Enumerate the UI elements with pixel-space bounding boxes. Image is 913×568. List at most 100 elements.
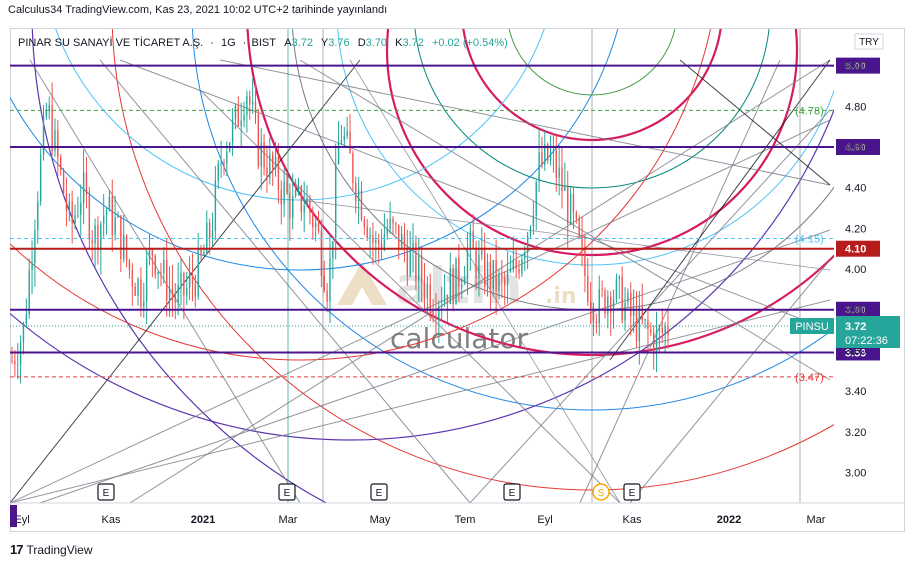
candle-body [398, 224, 400, 249]
candle-body [452, 268, 454, 305]
candle-body [615, 278, 618, 300]
candle-body [461, 284, 463, 287]
candle-body [214, 180, 217, 231]
candle-body [638, 306, 641, 342]
fan-line [129, 59, 831, 503]
candle-body [180, 273, 182, 285]
candle-body [157, 271, 159, 275]
candle-body [340, 140, 343, 144]
candle-body [25, 314, 28, 324]
candle-body [77, 214, 79, 216]
candle-body [409, 249, 411, 276]
legend-o-value: 3.72 [292, 37, 313, 49]
candle-body [294, 189, 297, 196]
candle-body [521, 259, 523, 274]
candle-body [151, 249, 154, 256]
fan-line [29, 59, 301, 503]
candle-body [45, 110, 48, 117]
candle-body [271, 154, 274, 169]
candle-body [277, 156, 280, 190]
fan-line [39, 229, 831, 503]
candle-body [455, 257, 457, 305]
candle-body [54, 129, 56, 151]
candle-body [435, 316, 437, 320]
candle-body [489, 261, 492, 289]
candle-body [389, 218, 391, 229]
countdown-label: 07:22:36 [845, 335, 888, 347]
candle-body [171, 288, 174, 296]
candle-body [263, 142, 265, 168]
candle-body [377, 239, 380, 245]
candle-body [68, 201, 70, 211]
candle-body [257, 113, 260, 167]
legend-l-value: 3.70 [366, 37, 387, 49]
candle-body [541, 152, 543, 165]
candle-body [289, 192, 291, 219]
candle-body [561, 167, 563, 191]
candle-body [100, 223, 102, 251]
candle-body [426, 284, 429, 299]
candle-body [392, 218, 394, 224]
candle-body [217, 164, 219, 181]
last-price-label: 3.72 [845, 321, 866, 333]
candle-body [337, 143, 340, 165]
candle-body [82, 172, 85, 204]
legend-c-label: K [395, 37, 403, 49]
earnings-marker-icon [503, 483, 521, 501]
gann-fan-lines [10, 29, 831, 503]
candle-body [226, 151, 228, 164]
candle-body [191, 274, 194, 284]
candle-body [168, 288, 171, 301]
candle-body [635, 308, 638, 342]
candle-body [14, 361, 16, 365]
candle-body [641, 306, 643, 321]
level-annotation: (4.15) [795, 234, 824, 246]
candle-body [114, 217, 116, 235]
candle-body [286, 181, 288, 193]
candle-body [546, 144, 549, 161]
candle-body [443, 294, 446, 305]
candle-body [504, 278, 506, 286]
legend-change: +0.02 (+0.54%) [432, 37, 508, 49]
candle-body [323, 275, 325, 291]
candle-body [512, 260, 515, 270]
candle-body [592, 307, 595, 322]
y-tick-label: 4.60 [845, 142, 866, 154]
fan-line [469, 109, 831, 503]
legend-h-label: Y [321, 37, 329, 49]
currency-badge[interactable] [854, 33, 884, 50]
candle-body [509, 269, 512, 272]
candle-body [440, 304, 443, 307]
level-price-tag [836, 344, 880, 361]
candle-body [329, 258, 331, 302]
candle-body [667, 326, 669, 336]
candle-body [65, 194, 68, 211]
candle-body [131, 270, 134, 287]
candle-body [655, 330, 658, 355]
candle-body [48, 105, 50, 111]
candle-body [326, 290, 328, 302]
candle-body [314, 222, 317, 228]
candle-body [349, 131, 351, 154]
candle-body [39, 155, 42, 202]
candle-body [584, 246, 586, 276]
candle-body [303, 205, 305, 213]
candle-body [140, 278, 142, 307]
candle-body [37, 201, 39, 231]
candle-body [506, 271, 509, 286]
chart-frame[interactable] [10, 28, 905, 532]
candle-body [627, 292, 629, 303]
candle-body [518, 268, 520, 274]
last-price-tag [836, 316, 900, 348]
x-tick-label: Tem [455, 514, 476, 526]
event-marker-label: E [629, 488, 636, 499]
chart-canvas[interactable]: altin .in calculator 5.00 (4.78) 4.60 (4.15… [0, 0, 913, 540]
candle-body [71, 201, 73, 224]
candle-body [449, 268, 451, 305]
candle-body [160, 271, 162, 274]
candle-body [108, 196, 111, 211]
x-axis: Eyl Kas 2021 Mar May Tem Eyl Kas 2022 Mar [10, 502, 905, 527]
candle-body [578, 218, 580, 237]
candle-body [357, 189, 360, 202]
